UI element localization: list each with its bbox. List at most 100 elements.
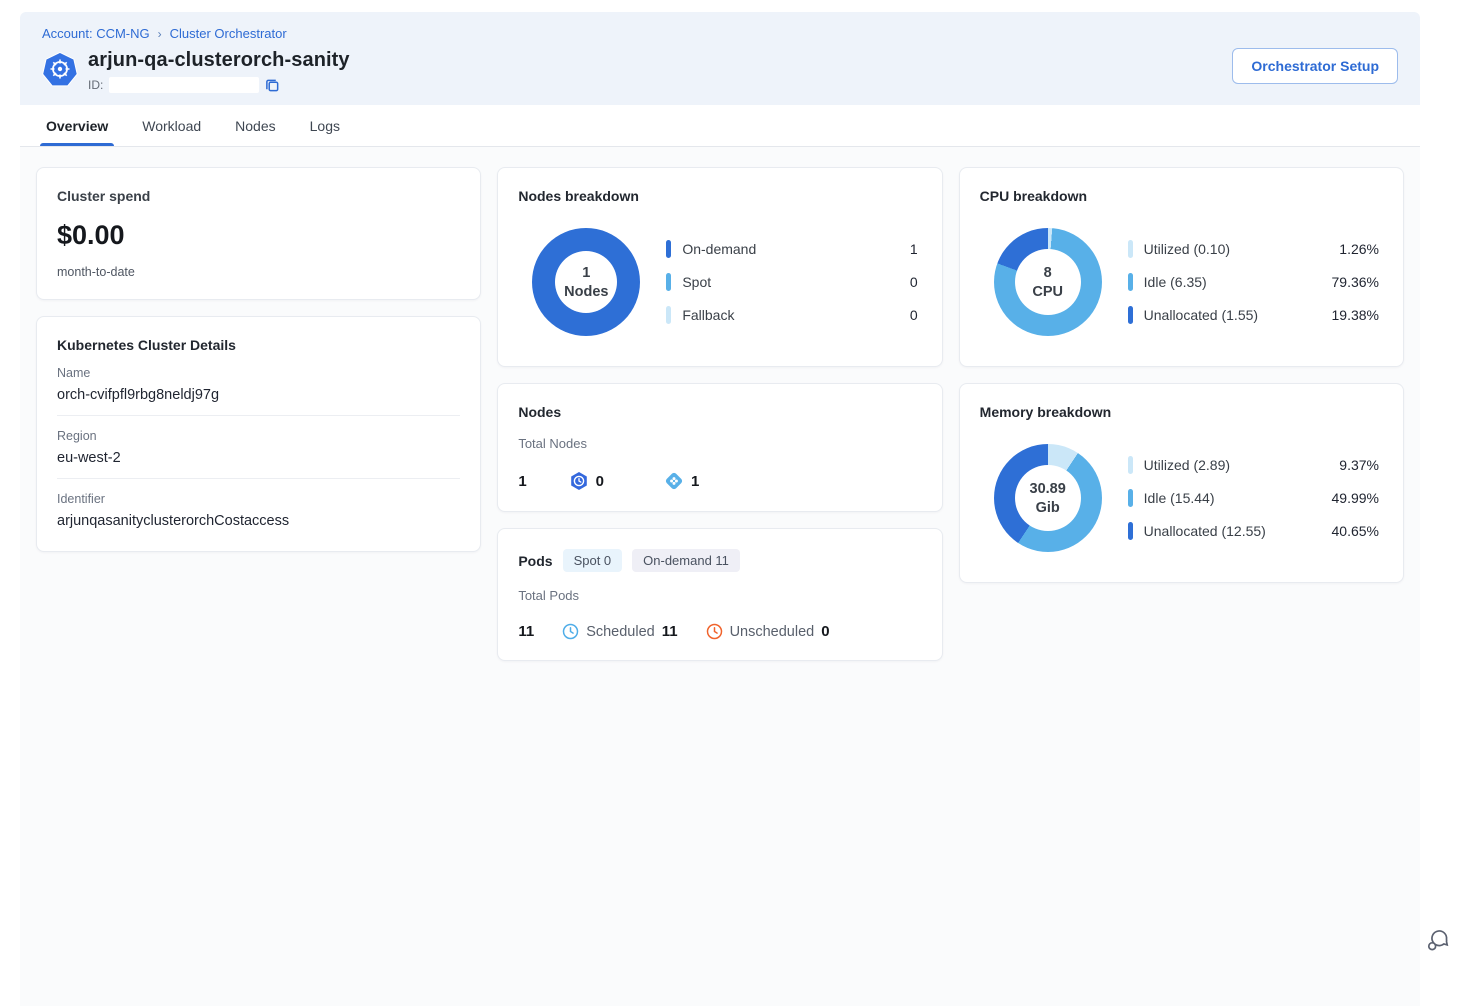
legend-label: Spot bbox=[682, 274, 712, 290]
id-label: ID: bbox=[88, 78, 104, 92]
app-panel: Account: CCM-NG › Cluster Orchestrator bbox=[20, 12, 1420, 1006]
pods-card: Pods Spot 0 On-demand 11 Total Pods 11 bbox=[497, 528, 943, 661]
legend-row-idle: Idle (15.44) 49.99% bbox=[1127, 489, 1379, 507]
on-demand-node-icon bbox=[664, 471, 684, 491]
legend-label: Unallocated (1.55) bbox=[1143, 307, 1259, 323]
donut-center-value: 30.89 bbox=[1029, 480, 1066, 497]
orchestrator-setup-button[interactable]: Orchestrator Setup bbox=[1232, 48, 1398, 84]
total-nodes-value: 1 bbox=[518, 472, 527, 490]
legend-label: Fallback bbox=[682, 307, 735, 323]
legend-value: 40.65% bbox=[1331, 523, 1379, 539]
nodes-breakdown-legend: On-demand 1 Spot 0 Fallback 0 bbox=[666, 240, 918, 324]
legend-label: Idle (6.35) bbox=[1143, 274, 1207, 290]
legend-row-unallocated: Unallocated (12.55) 40.65% bbox=[1127, 522, 1379, 540]
memory-breakdown-donut-chart: 30.89 Gib bbox=[993, 444, 1102, 552]
legend-label: Idle (15.44) bbox=[1143, 490, 1215, 506]
legend-label: On-demand bbox=[682, 241, 757, 257]
tab-bar: Overview Workload Nodes Logs bbox=[20, 105, 1420, 147]
legend-value: 79.36% bbox=[1331, 274, 1379, 290]
cpu-breakdown-legend: Utilized (0.10) 1.26% Idle (6.35) 79.36%… bbox=[1127, 240, 1379, 324]
breadcrumb: Account: CCM-NG › Cluster Orchestrator bbox=[42, 26, 350, 41]
detail-field-label: Identifier bbox=[57, 492, 105, 506]
legend-swatch bbox=[1127, 489, 1133, 507]
legend-row-spot: Spot 0 bbox=[666, 273, 918, 291]
legend-row-utilized: Utilized (2.89) 9.37% bbox=[1127, 456, 1379, 474]
on-demand-nodes-count: 1 bbox=[691, 472, 700, 490]
page-header: Account: CCM-NG › Cluster Orchestrator bbox=[20, 12, 1420, 105]
tab-overview[interactable]: Overview bbox=[39, 105, 115, 146]
detail-field-value: eu-west-2 bbox=[57, 450, 121, 466]
legend-row-unallocated: Unallocated (1.55) 19.38% bbox=[1127, 306, 1379, 324]
detail-field-value: arjunqasanityclusterorchCostaccess bbox=[57, 513, 290, 529]
scheduled-label: Scheduled bbox=[586, 623, 655, 640]
spot-nodes-count: 0 bbox=[595, 472, 605, 490]
detail-field-identifier: Identifier arjunqasanityclusterorchCosta… bbox=[57, 479, 460, 531]
cluster-spend-amount: $0.00 bbox=[57, 220, 125, 250]
id-value-field bbox=[109, 77, 260, 93]
cluster-spend-period: month-to-date bbox=[57, 265, 135, 279]
spot-node-icon bbox=[569, 471, 589, 491]
unscheduled-clock-icon bbox=[706, 623, 723, 640]
total-pods-value: 11 bbox=[518, 623, 535, 640]
kubernetes-icon bbox=[42, 51, 78, 87]
detail-field-label: Name bbox=[57, 366, 91, 380]
nodes-breakdown-card: Nodes breakdown 1 Nodes On-demand 1 bbox=[497, 167, 943, 367]
legend-value: 0 bbox=[909, 307, 918, 323]
overview-content: Cluster spend $0.00 month-to-date Kubern… bbox=[20, 147, 1420, 1006]
memory-breakdown-card: Memory breakdown 30.89 Gib Utilized (2.8… bbox=[958, 383, 1404, 583]
breadcrumb-section-link[interactable]: Cluster Orchestrator bbox=[169, 26, 287, 41]
nodes-breakdown-title: Nodes breakdown bbox=[518, 188, 639, 204]
unscheduled-count: 0 bbox=[821, 623, 830, 640]
legend-swatch bbox=[1127, 306, 1133, 324]
detail-field-value: orch-cvifpfl9rbg8neldj97g bbox=[57, 387, 220, 403]
detail-field-region: Region eu-west-2 bbox=[57, 416, 461, 479]
legend-swatch bbox=[666, 240, 672, 258]
legend-row-idle: Idle (6.35) 79.36% bbox=[1127, 273, 1379, 291]
breadcrumb-account-link[interactable]: Account: CCM-NG bbox=[42, 26, 150, 41]
legend-value: 1 bbox=[909, 241, 918, 257]
legend-row-utilized: Utilized (0.10) 1.26% bbox=[1127, 240, 1379, 258]
tab-nodes[interactable]: Nodes bbox=[235, 117, 276, 134]
donut-center-label: Nodes bbox=[564, 283, 609, 300]
legend-row-on-demand: On-demand 1 bbox=[666, 240, 918, 258]
legend-swatch bbox=[666, 273, 672, 291]
legend-swatch bbox=[1127, 456, 1133, 474]
donut-center-value: 8 bbox=[1043, 264, 1052, 281]
memory-breakdown-title: Memory breakdown bbox=[979, 404, 1112, 420]
legend-swatch bbox=[1127, 522, 1133, 540]
tab-logs[interactable]: Logs bbox=[309, 117, 340, 134]
copy-icon[interactable] bbox=[265, 78, 280, 93]
tab-workload[interactable]: Workload bbox=[142, 117, 202, 134]
cpu-breakdown-title: CPU breakdown bbox=[979, 188, 1088, 204]
legend-swatch bbox=[1127, 273, 1133, 291]
memory-breakdown-legend: Utilized (2.89) 9.37% Idle (15.44) 49.99… bbox=[1127, 456, 1379, 540]
donut-center-value: 1 bbox=[582, 264, 591, 281]
chat-bubble-icon[interactable] bbox=[1425, 928, 1451, 954]
cluster-details-card: Kubernetes Cluster Details Name orch-cvi… bbox=[36, 316, 482, 552]
pods-on-demand-badge: On-demand 11 bbox=[632, 549, 740, 572]
legend-value: 19.38% bbox=[1331, 307, 1379, 323]
legend-label: Utilized (0.10) bbox=[1143, 241, 1231, 257]
detail-field-name: Name orch-cvifpfl9rbg8neldj97g bbox=[57, 353, 461, 416]
legend-value: 0 bbox=[909, 274, 918, 290]
cpu-breakdown-card: CPU breakdown 8 CPU Utilized (0.10) 1.26… bbox=[958, 167, 1404, 367]
pods-spot-badge: Spot 0 bbox=[562, 549, 623, 572]
legend-swatch bbox=[666, 306, 672, 324]
nodes-title: Nodes bbox=[518, 404, 562, 420]
unscheduled-label: Unscheduled bbox=[729, 623, 815, 640]
cluster-spend-card: Cluster spend $0.00 month-to-date bbox=[36, 167, 482, 300]
legend-label: Unallocated (12.55) bbox=[1143, 523, 1266, 539]
detail-field-label: Region bbox=[57, 429, 97, 443]
cpu-breakdown-donut-chart: 8 CPU bbox=[993, 228, 1102, 336]
legend-value: 1.26% bbox=[1339, 241, 1379, 257]
legend-value: 49.99% bbox=[1331, 490, 1379, 506]
legend-row-fallback: Fallback 0 bbox=[666, 306, 918, 324]
nodes-card: Nodes Total Nodes 1 0 bbox=[497, 383, 943, 512]
donut-center-label: Gib bbox=[1035, 499, 1060, 516]
total-nodes-label: Total Nodes bbox=[518, 436, 587, 451]
legend-swatch bbox=[1127, 240, 1133, 258]
legend-label: Utilized (2.89) bbox=[1143, 457, 1231, 473]
scheduled-count: 11 bbox=[661, 623, 678, 640]
page-title: arjun-qa-clusterorch-sanity bbox=[88, 49, 350, 71]
pods-title: Pods bbox=[518, 552, 553, 569]
